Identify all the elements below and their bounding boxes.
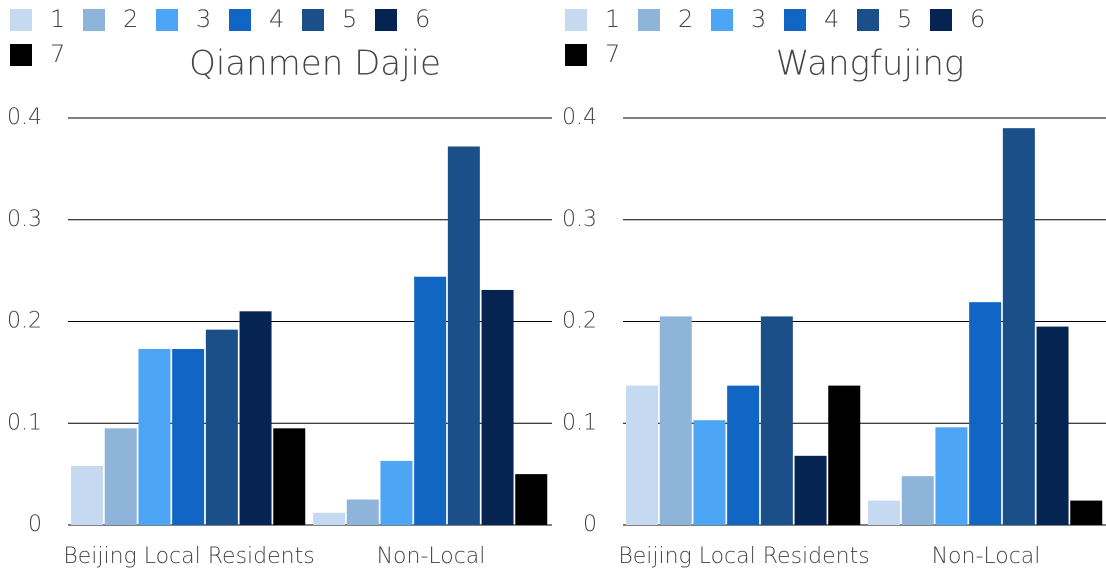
legend-swatch <box>784 9 806 31</box>
bar <box>447 146 480 526</box>
y-tick-label: 0.4 <box>7 105 42 130</box>
bar <box>380 460 413 525</box>
bar <box>901 476 934 525</box>
bar <box>935 427 968 525</box>
legend-swatch <box>930 9 952 31</box>
x-tick-label: Non-Local <box>932 544 1041 569</box>
bar <box>273 428 306 525</box>
y-tick-label: 0.3 <box>562 207 597 232</box>
legend-swatch <box>229 9 251 31</box>
legend-swatch <box>302 9 324 31</box>
legend-label: 1 <box>50 5 65 33</box>
bar <box>659 316 692 525</box>
legend-label: 6 <box>415 5 430 33</box>
legend-swatch <box>83 9 105 31</box>
y-tick-label: 0 <box>583 512 597 537</box>
legend-swatch <box>156 9 178 31</box>
x-tick-label: Beijing Local Residents <box>618 544 869 569</box>
legend-label: 7 <box>605 40 620 68</box>
bar <box>239 311 272 525</box>
legend-swatch <box>638 9 660 31</box>
bar <box>481 289 514 525</box>
y-tick-label: 0.1 <box>562 410 597 435</box>
legend-label: 5 <box>342 5 357 33</box>
bar <box>1002 128 1035 526</box>
legend-swatch <box>565 44 587 66</box>
x-tick-label: Beijing Local Residents <box>63 544 314 569</box>
legend-swatch <box>711 9 733 31</box>
chart-title: Qianmen Dajie <box>189 44 441 84</box>
bar <box>760 316 793 525</box>
bar <box>346 499 379 525</box>
y-tick-label: 0.4 <box>562 105 597 130</box>
legend-label: 3 <box>196 5 211 33</box>
chart-title: Wangfujing <box>776 44 965 84</box>
bar <box>727 385 760 525</box>
legend-swatch <box>857 9 879 31</box>
legend-swatch <box>10 44 32 66</box>
bar <box>969 302 1002 525</box>
bar <box>515 474 548 525</box>
legend-label: 2 <box>678 5 693 33</box>
legend-label: 3 <box>751 5 766 33</box>
bar <box>693 420 726 525</box>
bar <box>414 276 447 525</box>
bar <box>1036 326 1069 525</box>
bar <box>1070 500 1103 525</box>
bar <box>104 428 137 525</box>
legend-swatch <box>565 9 587 31</box>
legend-label: 5 <box>897 5 912 33</box>
bar <box>205 329 238 525</box>
y-tick-label: 0.2 <box>562 309 597 334</box>
bar <box>71 465 104 525</box>
y-tick-label: 0.3 <box>7 207 42 232</box>
legend-swatch <box>375 9 397 31</box>
legend-label: 4 <box>824 5 839 33</box>
legend-label: 1 <box>605 5 620 33</box>
bar <box>138 348 171 525</box>
y-tick-label: 0.2 <box>7 309 42 334</box>
bar <box>172 348 205 525</box>
legend-swatch <box>10 9 32 31</box>
bar <box>626 385 659 525</box>
y-tick-label: 0 <box>28 512 42 537</box>
legend-label: 7 <box>50 40 65 68</box>
y-tick-label: 0.1 <box>7 410 42 435</box>
bar <box>313 512 346 525</box>
legend-label: 4 <box>269 5 284 33</box>
bar <box>868 500 901 525</box>
legend-label: 2 <box>123 5 138 33</box>
bar <box>828 385 861 525</box>
x-tick-label: Non-Local <box>377 544 486 569</box>
legend-label: 6 <box>970 5 985 33</box>
bar <box>794 455 827 525</box>
